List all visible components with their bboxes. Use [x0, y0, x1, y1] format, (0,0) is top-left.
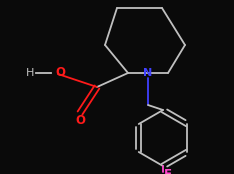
Text: O: O [55, 66, 65, 80]
Text: O: O [75, 113, 85, 126]
Text: F: F [164, 168, 172, 174]
Text: N: N [143, 68, 153, 78]
Text: H: H [26, 68, 34, 78]
